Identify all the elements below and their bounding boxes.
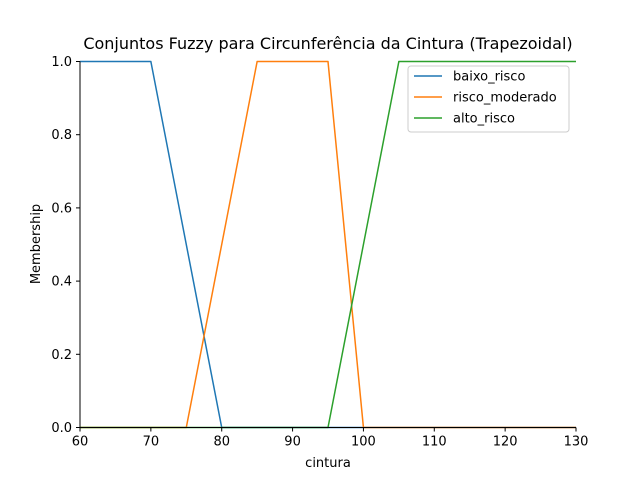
x-tick-label: 60	[72, 435, 89, 450]
y-tick-label: 0.2	[51, 348, 72, 363]
legend-box	[407, 65, 570, 133]
x-ticks: 60 70 80 90 100 110 120 130	[72, 427, 589, 450]
x-tick-label: 120	[493, 435, 518, 450]
x-tick-label: 130	[564, 435, 589, 450]
x-tick-label: 110	[422, 435, 447, 450]
legend: baixo_risco risco_moderado alto_risco	[407, 65, 570, 133]
legend-label-risco_moderado: risco_moderado	[453, 91, 557, 106]
axes	[79, 61, 576, 428]
x-tick-label: 80	[213, 435, 230, 450]
y-tick-label: 1.0	[51, 55, 72, 70]
legend-label-alto_risco: alto_risco	[453, 112, 515, 127]
x-tick-label: 70	[143, 435, 160, 450]
x-tick-label: 90	[284, 435, 301, 450]
y-tick-label: 0.8	[51, 128, 72, 143]
y-tick-label: 0.4	[51, 275, 72, 290]
y-axis-label: Membership	[29, 204, 44, 284]
legend-label-baixo_risco: baixo_risco	[453, 70, 525, 85]
x-axis-label: cintura	[305, 456, 351, 471]
y-tick-label: 0.6	[51, 201, 72, 216]
x-tick-label: 100	[351, 435, 376, 450]
y-tick-label: 0.0	[51, 421, 72, 436]
y-ticks: 0.0 0.2 0.4 0.6 0.8 1.0	[51, 55, 80, 436]
chart-title: Conjuntos Fuzzy para Circunferência da C…	[83, 34, 572, 53]
